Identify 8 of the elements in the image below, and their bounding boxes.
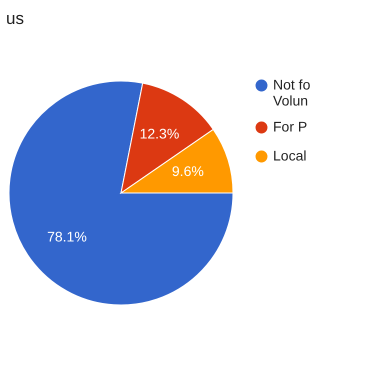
pie-slice [8,80,234,306]
legend-label: For P [273,118,308,134]
data-label: 78.1% [47,228,87,244]
legend-label: Not fo Volun [273,76,311,108]
data-label: 12.3% [140,125,180,142]
data-label: 9.6% [172,163,204,180]
chart-title: us [6,9,24,28]
legend-label: Local [273,148,306,164]
